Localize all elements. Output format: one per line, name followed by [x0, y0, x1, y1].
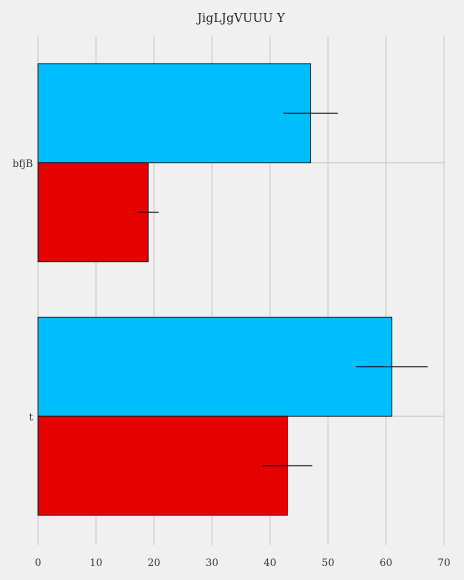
x-tick-label: 30	[206, 558, 219, 569]
bar	[37, 415, 288, 516]
y-tick-label: t	[29, 412, 33, 423]
x-tick-label: 20	[148, 558, 161, 569]
bar	[37, 316, 393, 417]
x-tick-label: 0	[35, 558, 41, 569]
y-tick-label: bfjB	[12, 159, 33, 170]
chart-title: JigLJgVUUU Y	[195, 11, 286, 25]
x-tick-label: 10	[90, 558, 103, 569]
x-tick-label: 70	[438, 558, 451, 569]
x-tick-label: 40	[264, 558, 277, 569]
tick-labels: 0 10 20 30 40 50 60 70 bfjB t	[12, 159, 450, 569]
bars	[37, 63, 393, 516]
bar	[37, 63, 312, 164]
x-tick-label: 60	[380, 558, 393, 569]
x-tick-label: 50	[322, 558, 335, 569]
bar	[37, 162, 149, 263]
error-bars	[137, 112, 428, 467]
